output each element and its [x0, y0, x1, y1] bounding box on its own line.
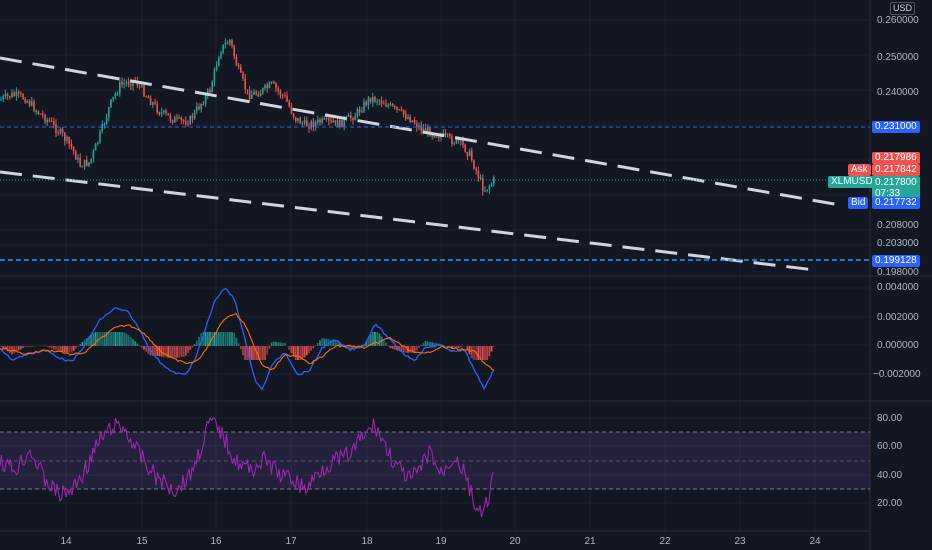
macd-histogram — [0, 332, 495, 360]
ask-value-tag: 0.217842 — [872, 164, 920, 176]
macd-tick: −0.002000 — [873, 369, 921, 380]
trendline-lower[interactable] — [0, 170, 816, 272]
time-tick: 21 — [584, 536, 596, 547]
time-axis[interactable]: 14 15 16 17 18 19 20 21 22 23 24 — [60, 536, 821, 547]
time-tick: 24 — [809, 536, 821, 547]
price-tick-partial: 0.198000 — [877, 267, 919, 278]
rsi-line — [0, 416, 495, 518]
signal-line — [0, 312, 495, 371]
time-tick: 14 — [60, 536, 72, 547]
rsi-tick: 60.00 — [877, 441, 902, 452]
macd-axis[interactable]: 0.004000 0.002000 0.000000 −0.002000 — [873, 282, 921, 380]
time-tick: 23 — [734, 536, 746, 547]
rsi-tick: 40.00 — [877, 470, 902, 481]
last-price-tag: 0.217800 07:33 — [872, 176, 920, 200]
ask-label-tag: Ask — [848, 164, 871, 176]
price-tag-upper: 0.217986 — [872, 152, 920, 164]
bid-value-tag: 0.217732 — [872, 197, 920, 209]
price-tick: 0.208000 — [877, 220, 919, 231]
level-price-tag: 0.199128 — [872, 255, 920, 267]
symbol-tag[interactable]: XLMUSD — [828, 176, 876, 188]
level-price-tag: 0.231000 — [872, 121, 920, 133]
time-tick: 19 — [435, 536, 447, 547]
rsi-tick: 20.00 — [877, 498, 902, 509]
time-tick: 16 — [210, 536, 222, 547]
price-tick: 0.240000 — [877, 87, 919, 98]
grid — [0, 0, 870, 531]
rsi-tick: 80.00 — [877, 413, 902, 424]
macd-tick: 0.004000 — [877, 282, 919, 293]
rsi-pane[interactable] — [0, 416, 870, 518]
currency-label[interactable]: USD — [890, 2, 916, 15]
macd-tick: 0.000000 — [877, 340, 919, 351]
candlestick-series — [0, 38, 495, 196]
macd-tick: 0.002000 — [877, 312, 919, 323]
time-tick: 18 — [361, 536, 373, 547]
time-tick: 20 — [509, 536, 521, 547]
price-pane[interactable] — [0, 38, 870, 272]
price-tick: 0.260000 — [877, 15, 919, 26]
time-tick: 22 — [659, 536, 671, 547]
last-price-value: 0.217800 — [875, 177, 917, 188]
macd-line — [0, 287, 495, 391]
time-tick: 17 — [285, 536, 297, 547]
price-tick: 0.250000 — [877, 52, 919, 63]
bid-label-tag: Bid — [848, 197, 869, 209]
price-tick: 0.203000 — [877, 238, 919, 249]
bar-countdown: 07:33 — [875, 188, 901, 199]
trendline-upper[interactable] — [0, 56, 841, 207]
time-tick: 15 — [136, 536, 148, 547]
rsi-axis[interactable]: 80.00 60.00 40.00 20.00 — [877, 413, 902, 509]
price-axis[interactable]: 0.260000 0.250000 0.240000 0.208000 0.20… — [877, 15, 919, 278]
macd-pane[interactable] — [0, 287, 495, 391]
